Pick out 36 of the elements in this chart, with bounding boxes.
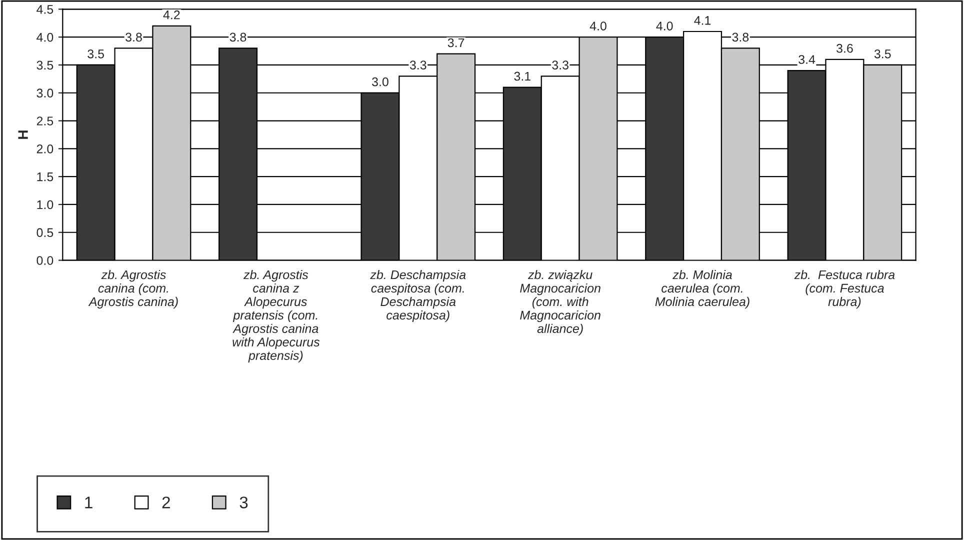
data-label: 3.8 (126, 32, 142, 42)
legend-label: 1 (85, 496, 92, 508)
y-tick-label: 1.0 (37, 200, 54, 210)
x-tick-label: zb. związku Magnocaricion (com. with Magnocaricion alliance) (520, 270, 600, 336)
y-tick-label: 4.5 (36, 5, 54, 14)
data-label: 4.2 (163, 10, 180, 20)
data-label: 3.6 (836, 44, 853, 53)
y-tick-label: 4.0 (36, 32, 54, 42)
data-label: 3.8 (732, 32, 749, 42)
y-tick-label: 1.5 (37, 172, 54, 182)
data-label: 4.0 (590, 22, 606, 30)
data-label: 3.3 (552, 60, 568, 70)
y-tick-label: 2.0 (36, 144, 54, 154)
legend-label: 2 (162, 496, 170, 508)
x-tick-label: zb. Agrostis canina z Alopecurus pratensis (com. Agrostis canina with Alopecurus pratensis) (232, 270, 320, 362)
data-label: 4.1 (694, 16, 711, 25)
y-axis-title: H (18, 130, 28, 139)
data-label: 3.5 (88, 49, 104, 58)
x-tick-label: zb. Molinia caerulea (com. Molinia caerulea) (655, 270, 750, 309)
data-label: 3.7 (448, 38, 464, 48)
data-label: 3.8 (230, 32, 246, 42)
y-tick-label: 3.5 (36, 60, 54, 70)
y-tick-label: 0.0 (36, 256, 54, 265)
data-label: 3.0 (372, 77, 388, 86)
y-tick-label: 0.5 (36, 228, 54, 238)
x-tick-label: zb. Deschampsia caespitosa (com. Deschampsia caespitosa) (370, 270, 466, 322)
data-label: 3.5 (874, 49, 891, 58)
data-label: 4.0 (656, 22, 673, 30)
y-tick-label: 2.5 (36, 116, 54, 126)
data-label: 3.3 (410, 60, 426, 70)
y-tick-label: 3.0 (36, 88, 54, 98)
x-tick-label: zb. Agrostis canina (com. Agrostis canina) (88, 270, 178, 309)
data-label: 3.4 (798, 55, 816, 64)
data-label: 3.1 (514, 72, 530, 81)
legend-label: 3 (240, 496, 248, 508)
x-tick-label: zb. Festuca rubra (com. Festuca rubra) (794, 270, 895, 309)
